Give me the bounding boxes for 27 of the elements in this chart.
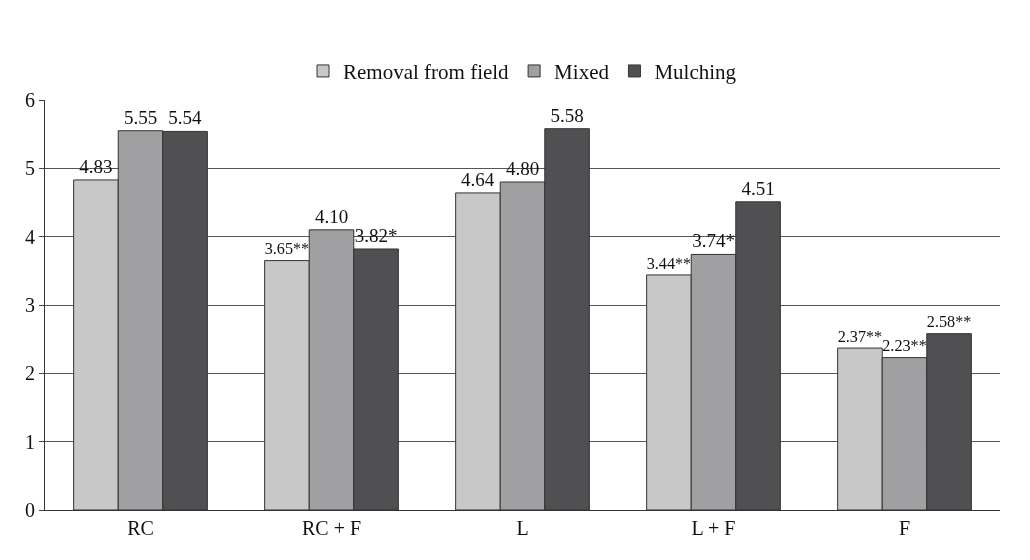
data-label: 5.55	[123, 106, 158, 128]
x-tick-label: RC	[127, 517, 154, 539]
data-label: 4.10	[314, 205, 349, 227]
data-label: 4.51	[741, 177, 775, 199]
x-tick-label: L + F	[691, 517, 736, 539]
x-tick-label: F	[898, 517, 911, 539]
y-tick-label: 6	[25, 89, 35, 111]
data-label: 5.54	[168, 107, 202, 129]
data-label: 3.74*	[692, 230, 735, 252]
y-tick-label: 3	[25, 294, 35, 316]
y-tick-label: 5	[25, 157, 35, 180]
data-label: 2.58**	[926, 313, 972, 332]
data-label: 3.44**	[646, 254, 692, 273]
data-label: 4.64	[461, 168, 495, 190]
legend-label: Mulching	[654, 60, 737, 85]
y-tick-label: 0	[25, 499, 35, 521]
data-label: 5.58	[550, 104, 584, 126]
y-tick-label: 4	[25, 225, 35, 248]
y-tick-label: 2	[25, 362, 35, 385]
y-tick-label: 1	[25, 430, 35, 453]
x-tick-label: L	[516, 517, 529, 539]
x-tick-label: RC + F	[301, 517, 362, 539]
data-label: 2.23**	[882, 337, 927, 356]
data-label: 2.37**	[837, 327, 883, 346]
legend-label: Removal from field	[343, 60, 510, 85]
data-label: 3.65**	[264, 240, 310, 259]
legend-label: Mixed	[554, 60, 610, 85]
